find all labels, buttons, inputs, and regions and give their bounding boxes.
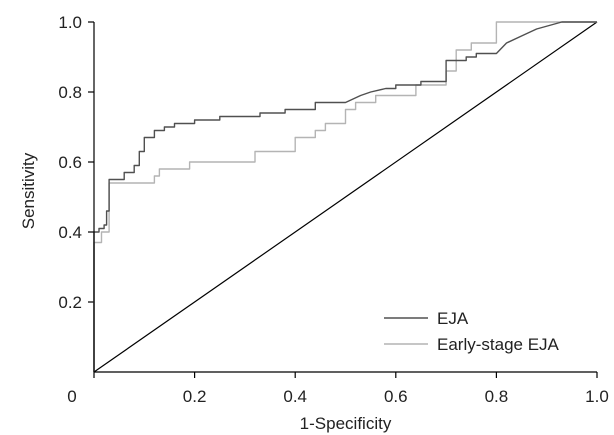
x-tick-label: 0.6 (384, 387, 408, 406)
reference-diagonal-line (93, 21, 598, 373)
legend: EJA Early-stage EJA (384, 309, 560, 354)
y-tick-label: 0.2 (58, 293, 82, 312)
x-tick-label: 0 (67, 387, 76, 406)
legend-label-eja: EJA (437, 309, 469, 328)
x-axis-ticks: 0 0.2 0.4 0.6 0.8 1.0 (67, 372, 609, 406)
series-line-eja (93, 21, 597, 372)
y-axis-ticks: 0.2 0.4 0.6 0.8 1.0 (58, 13, 94, 312)
y-tick-label: 1.0 (58, 13, 82, 32)
series-line-early-stage-eja (93, 21, 597, 372)
x-tick-label: 0.4 (283, 387, 307, 406)
y-tick-label: 0.8 (58, 83, 82, 102)
x-tick-label: 0.2 (183, 387, 207, 406)
y-tick-label: 0.6 (58, 153, 82, 172)
x-tick-label: 1.0 (585, 387, 609, 406)
x-tick-label: 0.8 (485, 387, 509, 406)
series-layer (93, 21, 598, 373)
legend-label-early-stage-eja: Early-stage EJA (437, 335, 560, 354)
y-axis-title: Sensitivity (19, 152, 38, 229)
y-tick-label: 0.4 (58, 223, 82, 242)
x-axis-title: 1-Specificity (300, 414, 392, 433)
